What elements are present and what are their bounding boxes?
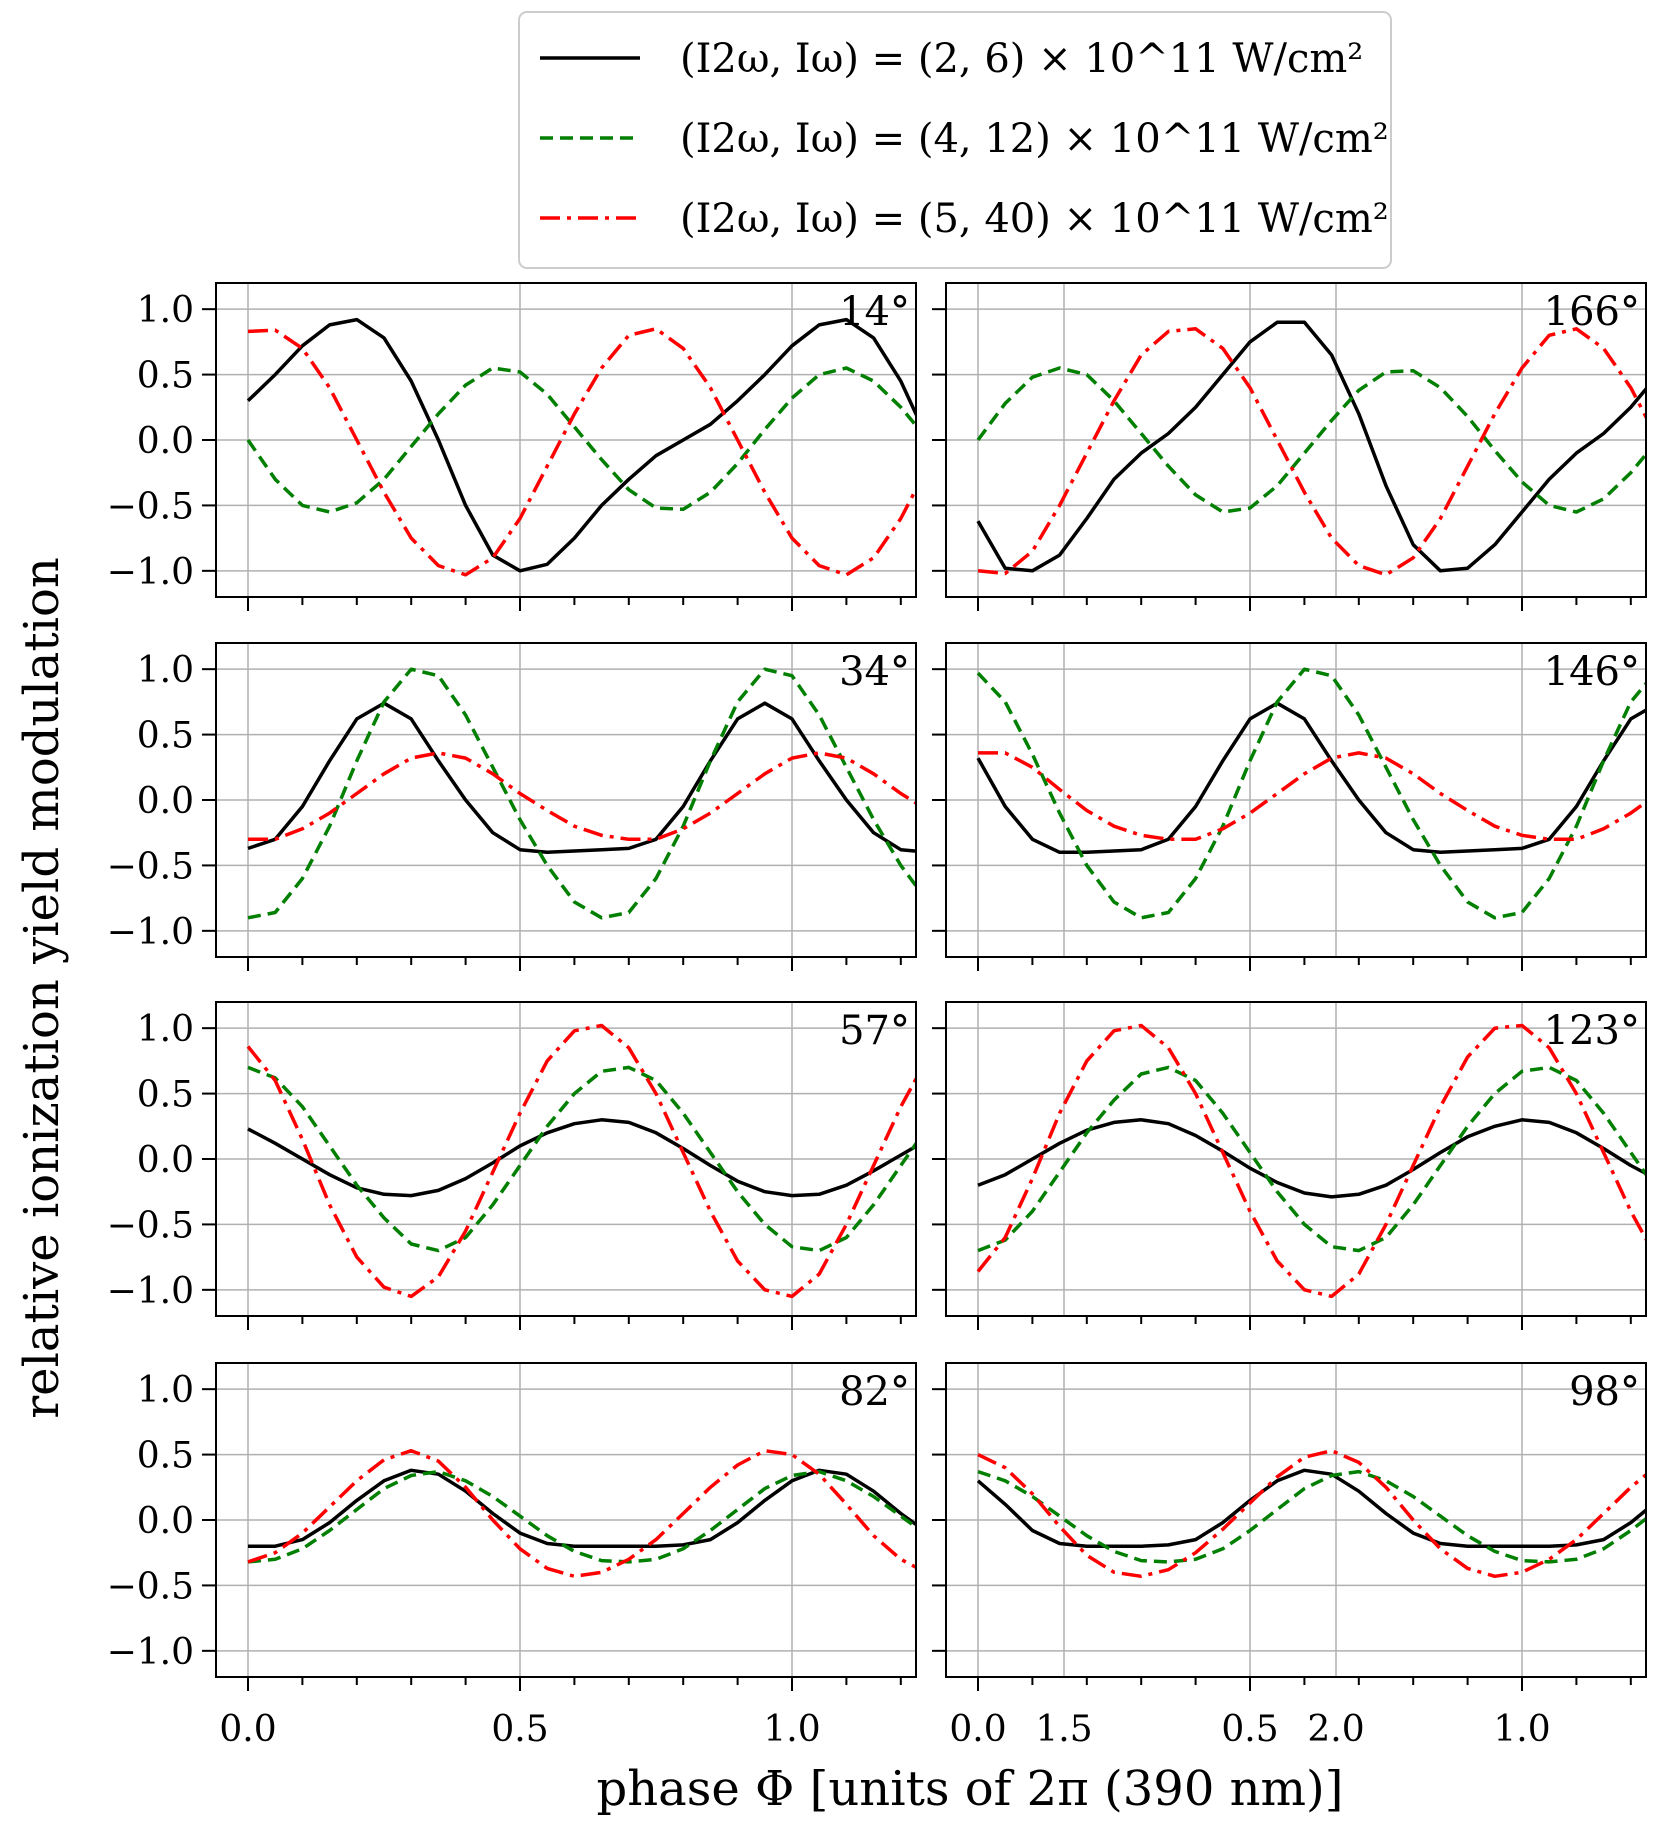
x-tick-label: 1.0: [763, 1709, 820, 1750]
series-line-1: [976, 320, 1646, 573]
series-line-2: [976, 366, 1646, 514]
y-tick-label: 0.0: [137, 1140, 194, 1181]
y-tick-label: 1.0: [137, 290, 194, 331]
panel-4: 146°: [932, 642, 1647, 971]
panel-angle-label: 123°: [1544, 1008, 1640, 1054]
y-tick-label: −0.5: [107, 1566, 194, 1607]
series-group: [976, 320, 1646, 577]
series-line-3: [248, 751, 916, 842]
legend-entry-3: (I2ω, Iω) = (5, 40) × 10^11 W/cm²: [680, 196, 1389, 242]
series-line-2: [247, 667, 916, 920]
y-tick-label: −0.5: [107, 846, 194, 887]
panels: 1.0 0.5 0.0 −0.5 −1.0 14° 166° 1.0 0.5 0.0 −0.5 −1.…: [107, 282, 1647, 1750]
series-line-3: [978, 751, 1646, 842]
series-group: [247, 1448, 916, 1579]
legend: (I2ω, Iω) = (2, 6) × 10^11 W/cm² (I2ω, I…: [518, 11, 1392, 269]
series-group: [246, 1023, 916, 1299]
panel-7: 1.0 0.5 0.0 −0.5 −1.0 0.0 0.5 1.0 1.5 2.0 82°: [107, 1362, 1365, 1750]
y-tick-label: 0.5: [137, 716, 194, 757]
x-tick-label: 2.0: [1307, 1709, 1364, 1750]
y-tick-label: 1.0: [137, 1009, 194, 1050]
x-axis-label: phase Φ [units of 2π (390 nm)]: [597, 1761, 1344, 1817]
series-line-2: [247, 1065, 916, 1253]
x-tick-label: 1.5: [1035, 1709, 1092, 1750]
panel-angle-label: 166°: [1544, 289, 1640, 335]
series-line-1: [976, 701, 1646, 855]
legend-entry-1: (I2ω, Iω) = (2, 6) × 10^11 W/cm²: [680, 36, 1363, 82]
y-tick-label: 0.5: [137, 1075, 194, 1116]
y-tick-label: 0.5: [137, 1436, 194, 1477]
series-line-1: [247, 1118, 916, 1198]
series-line-3: [977, 1448, 1646, 1579]
series-line-3: [977, 327, 1646, 577]
series-line-2: [976, 667, 1646, 920]
series-line-2: [247, 1469, 916, 1564]
y-tick-label: 0.5: [137, 356, 194, 397]
x-tick-label: 0.5: [491, 1709, 548, 1750]
panel-1: 1.0 0.5 0.0 −0.5 −1.0 14°: [107, 282, 1337, 611]
series-group: [976, 667, 1646, 920]
y-tick-label: −0.5: [107, 1205, 194, 1246]
series-line-1: [976, 1468, 1646, 1548]
legend-entry-2: (I2ω, Iω) = (4, 12) × 10^11 W/cm²: [680, 116, 1389, 162]
x-tick-label: 0.5: [1221, 1709, 1278, 1750]
y-tick-label: 1.0: [137, 1370, 194, 1411]
series-group: [976, 1023, 1646, 1299]
y-axis-label: relative ionization yield modulation: [14, 557, 70, 1419]
x-tick-label: 0.0: [219, 1709, 276, 1750]
y-tick-label: −1.0: [107, 1271, 194, 1312]
series-group: [247, 667, 916, 920]
y-tick-label: 0.0: [137, 781, 194, 822]
series-line-3: [247, 327, 916, 577]
panel-angle-label: 146°: [1544, 649, 1640, 695]
panel-angle-label: 98°: [1569, 1369, 1640, 1415]
y-tick-label: −1.0: [107, 1632, 194, 1673]
panel-3: 1.0 0.5 0.0 −0.5 −1.0 34°: [107, 642, 1337, 971]
series-line-2: [246, 366, 916, 514]
series-line-1: [246, 317, 916, 573]
series-line-3: [976, 1023, 1646, 1299]
series-line-1: [248, 1468, 916, 1548]
y-tick-label: −0.5: [107, 486, 194, 527]
y-tick-label: 0.0: [137, 421, 194, 462]
series-line-3: [246, 1023, 916, 1299]
series-line-1: [247, 701, 916, 855]
series-line-3: [247, 1448, 916, 1579]
y-tick-label: 1.0: [137, 650, 194, 691]
y-tick-label: −1.0: [107, 552, 194, 593]
x-tick-label: 0.0: [949, 1709, 1006, 1750]
legend-box: [518, 11, 1392, 269]
series-line-1: [977, 1118, 1646, 1199]
series-group: [246, 317, 916, 577]
panel-5: 1.0 0.5 0.0 −0.5 −1.0 57°: [107, 1001, 1337, 1330]
y-tick-label: −1.0: [107, 912, 194, 953]
y-tick-label: 0.0: [137, 1501, 194, 1542]
panel-angle-label: 82°: [839, 1369, 910, 1415]
series-line-2: [977, 1469, 1646, 1564]
panel-angle-label: 57°: [839, 1008, 910, 1054]
series-group: [976, 1448, 1646, 1579]
x-tick-label: 1.0: [1493, 1709, 1550, 1750]
panel-angle-label: 34°: [839, 649, 910, 695]
panel-8: 0.0 0.5 1.0 1.5 2.0 98°: [932, 1362, 1647, 1750]
series-line-2: [977, 1065, 1646, 1253]
panel-2: 166°: [932, 282, 1647, 611]
panel-6: 123°: [932, 1001, 1647, 1330]
panel-angle-label: 14°: [839, 289, 910, 335]
